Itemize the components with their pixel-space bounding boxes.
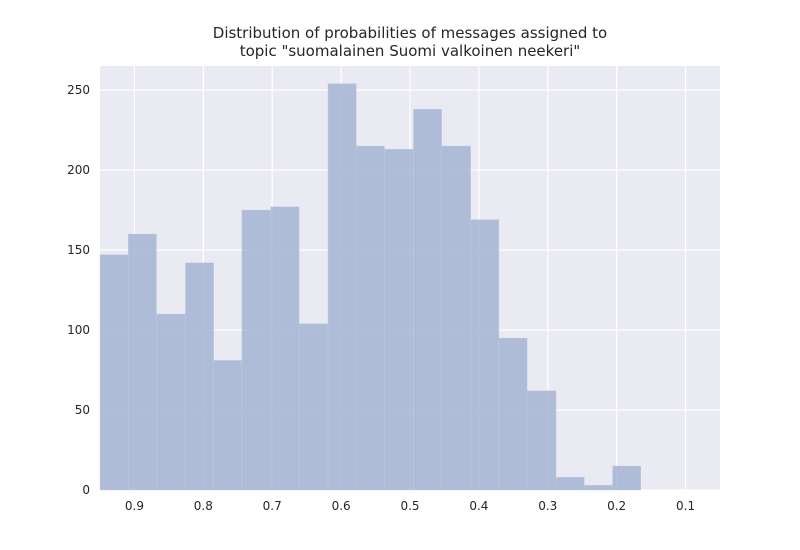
histogram-bar <box>584 485 613 491</box>
x-tick-label: 0.3 <box>538 499 557 513</box>
y-tick-label: 150 <box>67 243 90 257</box>
histogram-bar <box>128 233 157 491</box>
x-tick-label: 0.7 <box>263 499 282 513</box>
histogram-bar <box>99 254 129 491</box>
histogram-bar <box>241 209 272 491</box>
histogram-bar <box>270 206 300 491</box>
histogram-bar <box>526 390 557 491</box>
chart-title-line-1: Distribution of probabilities of message… <box>212 24 608 42</box>
histogram-bars <box>99 83 641 491</box>
x-tick-label: 0.2 <box>607 499 626 513</box>
x-tick-label: 0.5 <box>400 499 419 513</box>
histogram-bar <box>213 360 243 491</box>
histogram-bar <box>470 219 500 491</box>
histogram-bar <box>555 477 585 491</box>
y-tick-label: 0 <box>82 483 90 497</box>
x-axis-ticks: 0.9 0.8 0.7 0.6 0.5 0.4 0.3 0.2 0.1 <box>125 499 695 513</box>
histogram-bar <box>413 108 442 491</box>
histogram-bar <box>384 148 414 491</box>
x-tick-label: 0.6 <box>332 499 351 513</box>
y-tick-label: 100 <box>67 323 90 337</box>
histogram-bar <box>156 313 186 491</box>
x-tick-label: 0.8 <box>194 499 213 513</box>
histogram-bar <box>185 262 214 491</box>
x-tick-label: 0.4 <box>469 499 488 513</box>
y-tick-label: 50 <box>75 403 90 417</box>
y-axis-ticks: 0 50 100 150 200 250 <box>67 83 90 497</box>
histogram-bar <box>612 465 641 491</box>
y-tick-label: 250 <box>67 83 90 97</box>
histogram-bar <box>298 323 329 491</box>
histogram-bar <box>498 337 528 491</box>
histogram-bar <box>327 83 357 491</box>
histogram-bar <box>356 145 385 491</box>
histogram-bar <box>441 145 471 491</box>
chart-title-line-2: topic "suomalainen Suomi valkoinen neeke… <box>239 42 581 60</box>
chart-title: Distribution of probabilities of message… <box>0 24 800 60</box>
x-tick-label: 0.1 <box>676 499 695 513</box>
y-tick-label: 200 <box>67 163 90 177</box>
x-tick-label: 0.9 <box>125 499 144 513</box>
